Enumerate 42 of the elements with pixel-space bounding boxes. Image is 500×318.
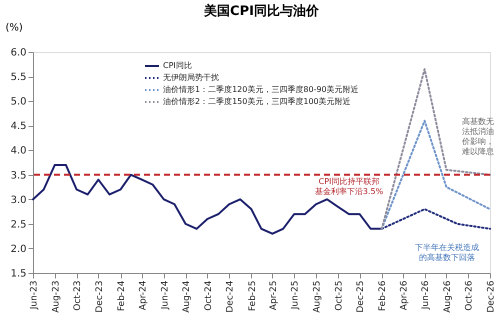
x-tick-label: Aug-25 bbox=[312, 280, 322, 313]
y-tick-label: 3.5 bbox=[10, 170, 26, 182]
legend-label: 油价情形2：二季度150美元，三四季度100美元附近 bbox=[163, 97, 351, 106]
x-tick-label: Apr-26 bbox=[399, 280, 410, 310]
x-tick-label: Apr-25 bbox=[268, 280, 279, 310]
x-tick-label: Dec-24 bbox=[226, 280, 236, 313]
x-tick-label: Feb-25 bbox=[248, 280, 258, 312]
x-tick-label: Feb-26 bbox=[378, 280, 388, 312]
legend-label: CPI同比 bbox=[163, 61, 192, 70]
x-tick-label: Aug-26 bbox=[442, 280, 453, 313]
x-tick-label: Jun-23 bbox=[30, 280, 40, 310]
x-tick-label: Aug-23 bbox=[51, 280, 62, 313]
x-tick-label: Oct-26 bbox=[464, 280, 475, 311]
x-tick-label: Oct-24 bbox=[204, 280, 214, 311]
y-tick-label: 4.5 bbox=[10, 121, 26, 132]
annotation: 下半年在关税造成的高基数下回落 bbox=[415, 243, 479, 262]
y-tick-label: 2.0 bbox=[10, 244, 26, 255]
legend-label: 油价情形1：二季度120美元，三四季度80-90美元附近 bbox=[163, 85, 359, 94]
y-tick-label: 5.5 bbox=[10, 72, 26, 84]
y-axis-title: (%) bbox=[6, 22, 23, 34]
x-tick-label: Oct-25 bbox=[334, 280, 344, 311]
y-tick-label: 1.5 bbox=[10, 268, 26, 280]
chart-title: 美国CPI同比与油价 bbox=[203, 3, 320, 19]
annotation: CPI同比持平联邦基金利率下沿3.5% bbox=[314, 177, 384, 196]
x-tick-label: Aug-24 bbox=[182, 280, 192, 313]
x-tick-label: Apr-24 bbox=[138, 280, 148, 310]
x-tick-label: Feb-24 bbox=[117, 280, 128, 312]
x-tick-label: Dec-23 bbox=[94, 280, 105, 313]
y-tick-label: 5.0 bbox=[10, 96, 26, 108]
line-series bbox=[32, 164, 383, 235]
legend-label: 无伊朗局势干扰 bbox=[163, 73, 219, 82]
y-tick-label: 2.5 bbox=[10, 219, 26, 230]
y-tick-label: 6.0 bbox=[10, 48, 26, 58]
x-tick-label: Dec-26 bbox=[486, 280, 496, 313]
x-tick-label: Dec-25 bbox=[356, 280, 366, 313]
x-tick-label: Jun-26 bbox=[421, 280, 432, 310]
x-tick-label: Jun-24 bbox=[160, 280, 170, 310]
x-tick-label: Jun-25 bbox=[290, 280, 301, 310]
x-tick-label: Oct-23 bbox=[73, 280, 84, 311]
y-tick-label: 3.0 bbox=[10, 194, 26, 206]
y-tick-label: 4.0 bbox=[10, 146, 26, 157]
annotation: 高基数无法抵消油价影响，难以降息 bbox=[461, 117, 494, 156]
